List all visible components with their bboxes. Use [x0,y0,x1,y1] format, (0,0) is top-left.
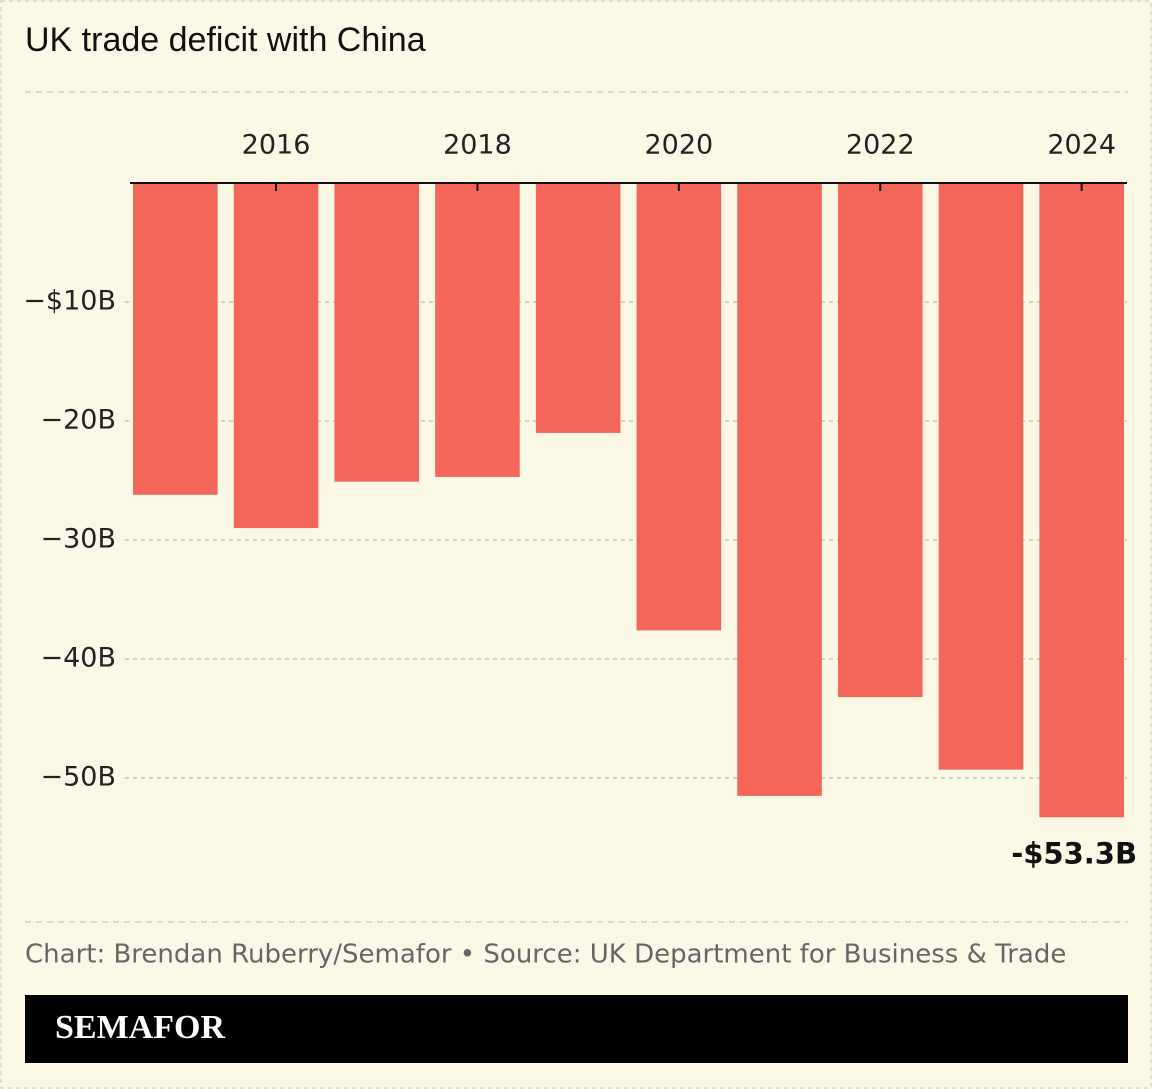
bar [837,183,923,698]
brand-logo: SEMAFOR [55,1009,225,1046]
x-tick-label: 2016 [242,130,311,161]
brand-bar [25,995,1128,1063]
y-tick-label: −40B [40,643,116,674]
chart-title: UK trade deficit with China [25,21,426,59]
y-tick-label: −30B [40,524,116,555]
x-tick-label: 2018 [443,130,512,161]
bar [938,183,1024,770]
source-note: Chart: Brendan Ruberry/Semafor • Source:… [25,940,1066,970]
x-tick-label: 2020 [644,130,713,161]
bar [636,183,722,631]
bar [1039,183,1124,818]
bar [334,183,420,482]
x-tick-label: 2024 [1047,130,1116,161]
y-tick-label: −50B [40,762,116,793]
y-tick-label: −$10B [23,286,116,317]
bar [435,183,520,477]
value-label: -$53.3B [1011,836,1137,870]
y-tick-label: −20B [40,405,116,436]
x-tick-label: 2022 [846,130,915,161]
bar [133,183,218,495]
bar [737,183,822,796]
bar [535,183,621,433]
bar [233,183,319,529]
